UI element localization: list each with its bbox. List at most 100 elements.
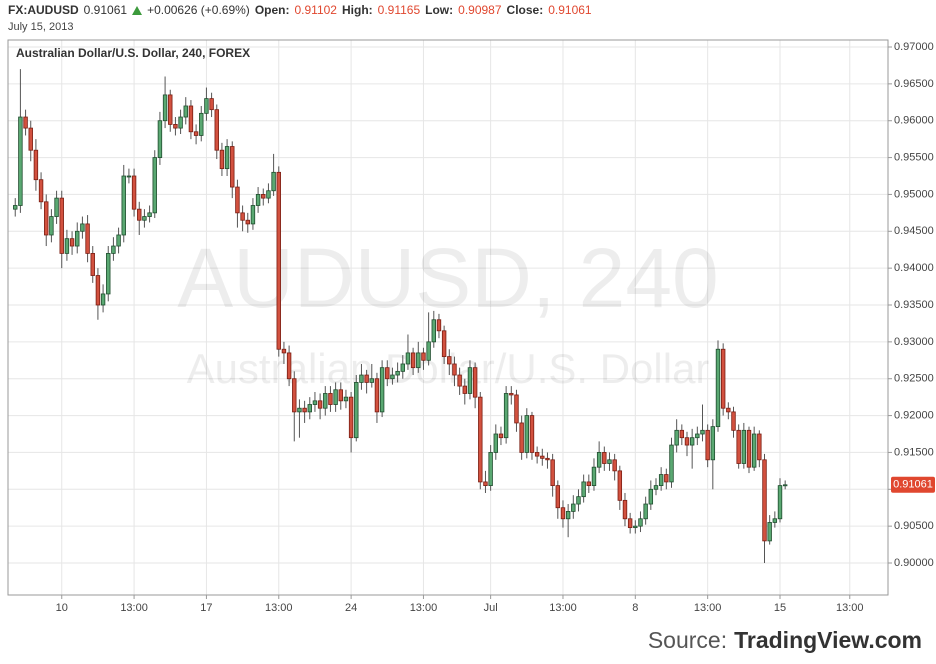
candle-body [54,197,59,217]
candle-body [596,452,602,468]
candle-body [111,245,116,254]
candle-body [261,194,266,199]
candle-body [271,171,276,192]
candle-body [245,219,250,225]
candle-body [478,396,483,483]
candle-body [710,426,716,461]
candle-body [576,496,581,505]
candle-body [602,452,607,464]
candle-body [23,116,28,129]
candle-body [250,205,256,225]
candle-body [369,378,374,383]
candle-body [38,179,44,203]
candle-body [633,525,638,529]
x-tick-label: 13:00 [265,602,293,614]
last-price-label: 0.91061 [893,479,933,491]
open-label: Open: [254,3,290,17]
candle-body [586,481,592,487]
candle-body [266,190,271,199]
y-tick-label: 0.92000 [894,409,934,421]
candle-body [147,212,152,217]
candle-body [436,319,442,332]
candle-body [695,433,700,439]
candle-body [168,94,173,125]
candle-body [627,518,633,529]
change: +0.00626 (+0.69%) [147,3,250,17]
candle-body [493,433,499,453]
x-tick-label: 17 [200,602,212,614]
plot-frame [7,39,889,596]
chart: AUDUSD, 240 Australian Dollar/U.S. Dolla… [7,39,935,614]
candle-body [44,201,49,236]
candle-body [607,459,612,464]
candle-body [199,112,204,136]
candle-body [762,459,767,542]
chart-title: Australian Dollar/U.S. Dollar, 240, FORE… [16,46,250,60]
candle-body [230,146,235,188]
candle-body [59,197,64,254]
candle-body [95,275,101,306]
candle-body [157,120,163,158]
candle-body [726,407,731,413]
candle-body [240,212,245,221]
candle-body [565,511,571,520]
candle-body [540,455,545,459]
candle-body [312,400,318,405]
candle-body [689,437,695,446]
header: FX:AUDUSD 0.91061 +0.00626 (+0.69%) Open… [8,3,592,17]
candle-body [400,363,405,372]
source-prefix: Source: [647,627,728,653]
candle-body [33,149,39,181]
y-tick-label: 0.93500 [894,299,934,311]
symbol: FX:AUDUSD [8,3,79,17]
candle-body [757,433,762,461]
candle-body [328,393,333,405]
candle-body [69,238,75,247]
candle-body [674,429,679,446]
candle-body [715,348,721,428]
candle-body [483,481,488,487]
candle-body [416,352,421,369]
y-tick-label: 0.96500 [894,78,934,90]
candle-body [514,394,519,424]
candle-body [235,186,240,214]
last-price-box [891,476,935,493]
candle-body [751,433,757,468]
candle-body [426,341,431,361]
candle-body [281,348,287,354]
candle-body [85,223,90,254]
candle-body [178,116,183,129]
candle-body [772,518,778,523]
x-tick-label: Jul [484,602,498,614]
candle-body [193,131,199,136]
candle-body [705,429,710,461]
watermark-subtitle: Australian Dollar/U.S. Dollar [187,345,710,392]
candle-body [152,157,157,214]
candle-body [431,319,436,343]
candle-body [731,411,736,431]
candle-body [684,437,690,446]
candle-body [49,216,54,236]
x-tick-label: 13:00 [549,602,577,614]
candle-body [534,452,540,457]
candle-body [219,149,225,170]
candle-body [550,459,555,487]
y-tick-label: 0.90500 [894,520,934,532]
candle-body [121,175,126,236]
open-value: 0.91102 [294,3,337,17]
x-tick-label: 8 [632,602,638,614]
x-tick-label: 13:00 [694,602,722,614]
candle-body [457,374,462,387]
candle-body [782,484,788,487]
candle-body [286,352,292,380]
candle-body [545,457,550,461]
candle-body [777,485,783,520]
candle-body [658,474,664,487]
candle-body [405,352,411,365]
candle-body [100,293,106,306]
y-tick-label: 0.93000 [894,336,934,348]
candle-body [560,507,566,520]
candle-body [359,374,364,383]
candle-body [348,396,354,439]
candle-body [612,459,617,472]
